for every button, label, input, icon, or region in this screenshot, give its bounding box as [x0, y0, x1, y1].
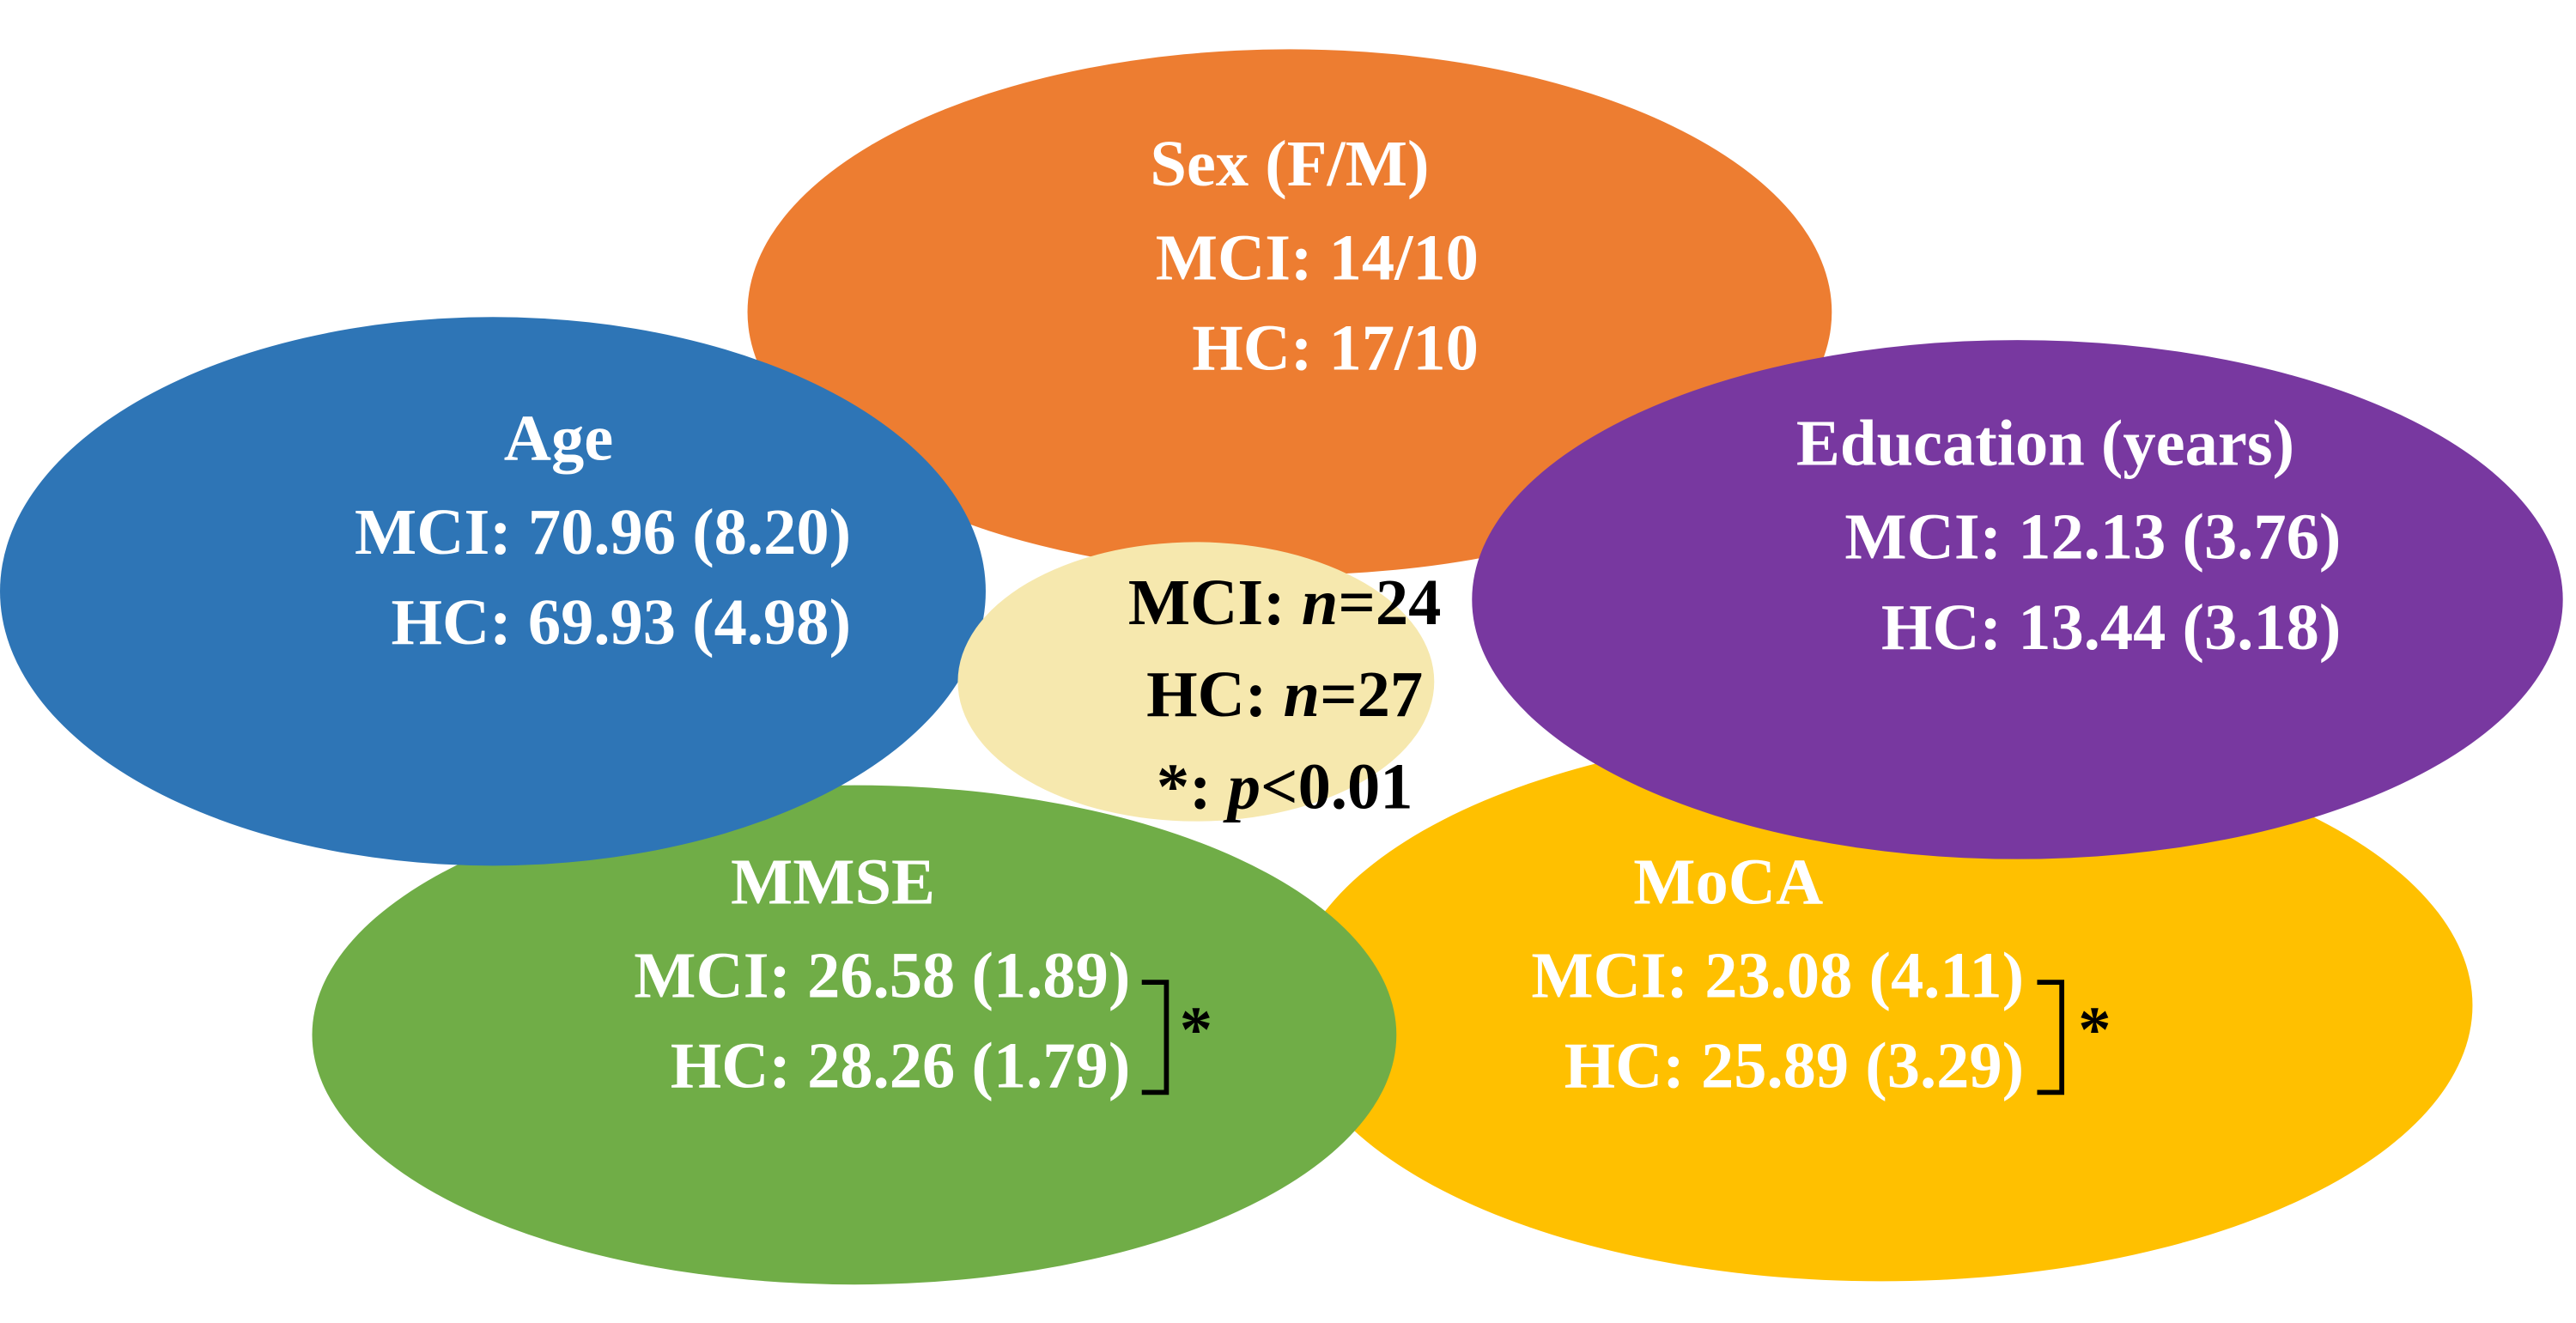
center-ellipse — [957, 542, 1435, 822]
petal-line: HC: 17/10 — [1192, 312, 1479, 385]
center-line: *: p<0.01 — [1157, 749, 1413, 822]
petal-line: MCI: 26.58 (1.89) — [634, 938, 1130, 1011]
petal-mmse — [312, 785, 1397, 1285]
center-text: <0.01 — [1261, 749, 1413, 822]
petal-title: Education (years) — [1796, 406, 2294, 479]
center-text: n — [1302, 566, 1339, 639]
center-line: HC: n=27 — [1146, 658, 1423, 731]
petal-age — [0, 317, 986, 866]
center-text: HC: — [1146, 658, 1283, 731]
petal-line: MCI: 70.96 (8.20) — [355, 495, 851, 568]
moca-bracket — [2037, 980, 2065, 1095]
petal-title: MMSE — [731, 845, 935, 918]
petal-sex — [747, 49, 1832, 575]
petal-education — [1472, 340, 2563, 859]
center-text: =24 — [1338, 566, 1441, 639]
center-text: MCI: — [1128, 566, 1302, 639]
petal-line: HC: 25.89 (3.29) — [1564, 1029, 2025, 1102]
petal-title: Sex (F/M) — [1150, 127, 1429, 200]
petal-line: MCI: 14/10 — [1156, 221, 1479, 294]
petal-line: MCI: 23.08 (4.11) — [1531, 938, 2024, 1011]
significance-mark: * — [1180, 993, 1212, 1066]
petal-title: MoCA — [1633, 845, 1823, 918]
center-text: n — [1284, 658, 1321, 731]
mmse-bracket — [1141, 980, 1170, 1095]
petal-moca — [1289, 729, 2473, 1282]
significance-mark: * — [2078, 993, 2111, 1066]
petal-line: HC: 13.44 (3.18) — [1881, 591, 2342, 664]
center-text: p — [1223, 749, 1261, 822]
center-line: MCI: n=24 — [1128, 566, 1442, 639]
petal-line: MCI: 12.13 (3.76) — [1844, 501, 2341, 574]
petal-title: Age — [504, 402, 613, 475]
center-text: =27 — [1320, 658, 1423, 731]
petal-line: HC: 69.93 (4.98) — [392, 586, 852, 658]
petal-line: HC: 28.26 (1.79) — [671, 1029, 1131, 1102]
center-text: *: — [1157, 749, 1228, 822]
